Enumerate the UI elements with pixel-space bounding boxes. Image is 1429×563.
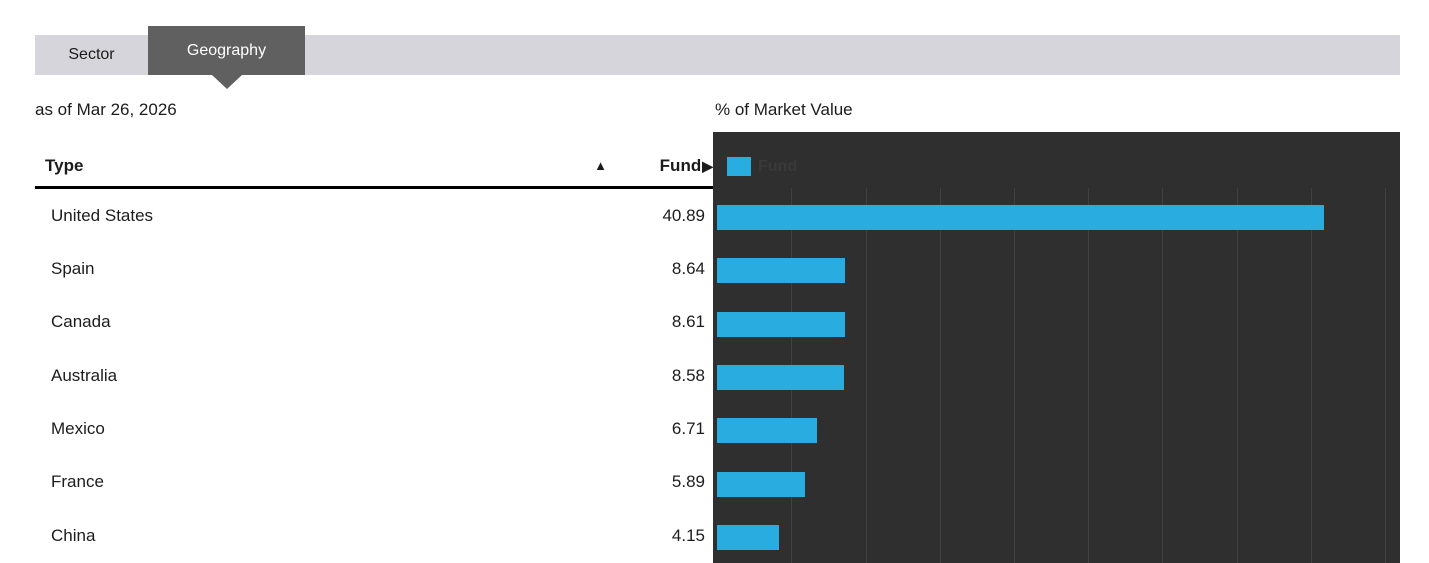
row-type-label: Spain bbox=[51, 259, 95, 279]
column-header-fund[interactable]: Fund ▶ bbox=[660, 146, 713, 186]
bar-france[interactable] bbox=[717, 471, 805, 497]
legend-label: Fund bbox=[758, 157, 798, 175]
column-header-type[interactable]: Type bbox=[45, 156, 84, 175]
gridline bbox=[939, 188, 941, 563]
gridline bbox=[1088, 188, 1090, 563]
table-header: Type ▲ Fund ▶ bbox=[35, 146, 713, 189]
row-fund-value: 5.89 bbox=[671, 472, 705, 492]
tab-geography[interactable]: Geography bbox=[148, 26, 305, 89]
gridline bbox=[1385, 188, 1387, 563]
table-row: United States 40.89 bbox=[35, 189, 713, 242]
table-row: Spain 8.64 bbox=[35, 242, 713, 295]
row-type-label: France bbox=[51, 472, 104, 492]
gridline bbox=[1310, 188, 1312, 563]
gridline bbox=[1014, 188, 1015, 563]
bar-united-states[interactable] bbox=[717, 205, 1325, 230]
tab-geography-label: Geography bbox=[186, 41, 267, 59]
row-type-label: China bbox=[51, 525, 96, 545]
gridline bbox=[1236, 188, 1238, 563]
row-fund-value: 8.58 bbox=[671, 365, 705, 385]
row-fund-value: 8.64 bbox=[671, 259, 705, 279]
column-header-fund-label: Fund bbox=[659, 156, 702, 175]
table-row: Mexico 6.71 bbox=[35, 402, 713, 455]
row-fund-value: 8.61 bbox=[671, 312, 705, 332]
table-row: France 5.89 bbox=[35, 456, 713, 509]
row-type-label: United States bbox=[51, 205, 154, 225]
gridline bbox=[1162, 188, 1164, 563]
row-fund-value: 6.71 bbox=[671, 419, 705, 439]
gridline bbox=[865, 188, 867, 563]
bar-australia[interactable] bbox=[717, 365, 845, 391]
holdings-table-body: United States 40.89 Spain 8.64 Canada 8.61 Aus… bbox=[35, 189, 713, 562]
table-row: Australia 8.58 bbox=[35, 349, 713, 402]
active-tab-caret-icon bbox=[212, 75, 242, 89]
tab-sector[interactable]: Sector bbox=[68, 46, 115, 63]
chart-title: % of Market Value bbox=[715, 100, 853, 119]
table-row: China 4.15 bbox=[35, 509, 713, 562]
table-row: Canada 8.61 bbox=[35, 296, 713, 349]
row-type-label: Mexico bbox=[51, 419, 105, 439]
bar-canada[interactable] bbox=[717, 311, 845, 337]
row-type-label: Australia bbox=[51, 365, 118, 385]
bar-mexico[interactable] bbox=[717, 418, 817, 444]
as-of-date: as of Mar 26, 2026 bbox=[35, 100, 177, 119]
bar-spain[interactable] bbox=[717, 258, 846, 284]
chart-legend-item-fund[interactable]: Fund bbox=[727, 157, 797, 176]
expand-columns-right-icon[interactable]: ▶ bbox=[702, 157, 713, 174]
tab-bar: Sector Geography bbox=[35, 26, 1400, 89]
row-fund-value: 4.15 bbox=[671, 525, 705, 545]
sort-ascending-icon[interactable]: ▲ bbox=[594, 158, 607, 173]
legend-swatch-icon bbox=[727, 157, 751, 176]
bar-china[interactable] bbox=[717, 525, 779, 551]
bar-chart: Fund bbox=[713, 132, 1400, 563]
row-type-label: Canada bbox=[51, 312, 111, 332]
row-fund-value: 40.89 bbox=[662, 205, 705, 225]
